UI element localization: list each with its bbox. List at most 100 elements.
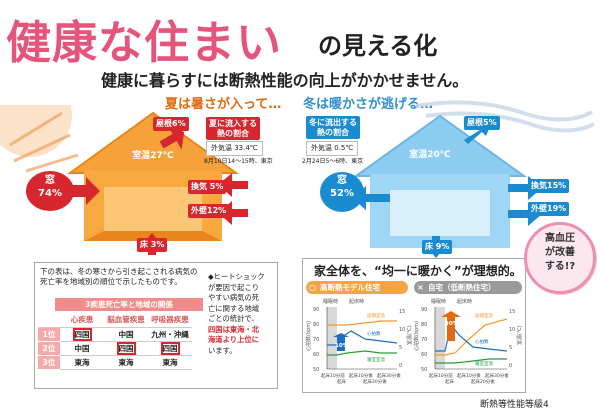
summer-window-percent: 74%: [38, 188, 62, 199]
col-heart-disease: 心疾患: [60, 313, 104, 328]
phase-label: 睡眠時: [323, 298, 338, 305]
page-title-suffix: の見える化: [318, 32, 438, 60]
bad-house-pill: × 自宅（低断熱住宅）: [414, 281, 522, 294]
circle-mark-icon: ○: [309, 283, 316, 292]
col-respiratory: 呼吸器疾患: [148, 313, 192, 328]
summer-outdoor-value: 外気温 33.4℃: [211, 144, 258, 152]
winter-window-percent: 52%: [330, 188, 354, 199]
winter-window-label: 窓: [337, 175, 347, 186]
rank-cell: 2位: [38, 341, 60, 356]
bad-house-label: 自宅（低断熱住宅）: [428, 283, 496, 292]
comparison-heading: 家全体を、“均一に暖かく”が理想的。: [314, 264, 522, 278]
heatshock-note: ◆ヒートショック が要因で起こり やすい病気の死 亡に関する地域 ごとの統計で、…: [208, 272, 278, 357]
phase-label: 睡眠時: [431, 298, 446, 305]
x-tick: 起床10分後: [349, 372, 373, 379]
winter-window-badge: [320, 172, 364, 212]
winter-vent-percent: 換気15%: [528, 179, 570, 193]
summer-roof-percent: 屋根6%: [153, 117, 189, 131]
x-tick: 起床20分後: [363, 378, 387, 385]
r-axis-label: 室温(℃): [516, 325, 523, 345]
summer-vent-percent: 換気 5%: [188, 180, 227, 194]
r-axis-label: 室温(℃): [406, 325, 413, 345]
y-tick: 50: [313, 367, 319, 373]
page-title: 健康な住まい: [6, 16, 283, 69]
y-tick: 70: [313, 337, 319, 343]
r-tick: 15: [509, 309, 515, 315]
cross-mark-icon: ×: [417, 283, 424, 292]
table-cell: 中国: [60, 341, 104, 356]
y-tick: 80: [421, 322, 427, 328]
legend-item: 居間室温: [367, 312, 385, 319]
winter-flow-label-line1: 冬に流出する: [309, 118, 357, 127]
x-tick: 起床30分後: [485, 372, 509, 379]
y-tick: 60: [313, 352, 319, 358]
r-tick: 0: [509, 363, 512, 369]
col-cerebrovascular: 脳血管疾患: [104, 313, 148, 328]
living-temp-line: [435, 318, 508, 356]
winter-date: 2月24日5～6時、東京: [302, 158, 364, 165]
y-tick: 50: [421, 367, 427, 373]
bp-line: 高血圧: [545, 233, 575, 244]
sleep-band: [327, 307, 337, 369]
sleep-band: [435, 307, 445, 369]
x-tick: 起床10分前: [429, 372, 453, 379]
x-tick: 起床20分後: [471, 378, 495, 385]
x-tick: 起床: [337, 378, 346, 385]
rise-arrow-icon: [333, 333, 349, 351]
ranking-table: 心疾患 脳血管疾患 呼吸器疾患 1位 四国 中国 九州・沖縄 2位 中国 四国 …: [38, 313, 192, 370]
winter-flow-label-line2: 熱の割合: [317, 127, 349, 137]
rank-cell: 1位: [38, 327, 60, 342]
table-row: 1位 四国 中国 九州・沖縄: [38, 327, 192, 342]
y-tick: 80: [313, 322, 319, 328]
good-house-pill: ○ 高断熱モデル住宅: [306, 281, 408, 294]
bp-line: する!?: [544, 261, 576, 272]
good-house-label: 高断熱モデル住宅: [320, 283, 380, 292]
heatshock-line: が要因で起こり: [208, 282, 260, 292]
phase-label: 起床時: [457, 298, 472, 305]
table-cell: 東海: [148, 355, 192, 370]
y-tick: 90: [313, 307, 319, 313]
table-cell: 東海: [60, 355, 104, 370]
ranking-table-title: 3疾患死亡率と地域の関係: [55, 298, 203, 311]
y-tick: 60: [421, 352, 427, 358]
good-house-chart: 睡眠時 起床時 90 80 70 60 50 15 10 5 0 心拍数(bpm…: [305, 298, 413, 385]
summer-heading: 夏は暑さが入って…: [165, 97, 282, 112]
x-tick: 起床10分後: [457, 372, 481, 379]
heatshock-line: やすい病気の死: [208, 293, 260, 303]
legend-item: 寝室室温: [367, 356, 385, 363]
summer-outdoor-temp: 外気温 33.4℃: [206, 141, 263, 157]
winter-room: [390, 190, 490, 236]
summer-flow-label-line2: 熱の割合: [217, 128, 249, 138]
summer-house-illustration: [0, 105, 248, 255]
legend-item: 心拍数: [475, 338, 489, 345]
summer-room-temp: 室温27℃: [132, 151, 174, 161]
r-tick: 15: [399, 309, 405, 315]
phase-label: 起床時: [349, 298, 364, 305]
r-tick: 5: [399, 345, 402, 351]
rise-callout: 30% 上昇: [445, 319, 472, 327]
rank-cell: 3位: [38, 355, 60, 370]
winter-roof-percent: 屋根5%: [464, 116, 500, 130]
r-tick: 0: [399, 363, 402, 369]
winter-flow-label: 冬に流出する 熱の割合: [306, 116, 360, 140]
table-cell: 中国: [104, 327, 148, 342]
winter-wall-percent: 外壁19%: [528, 202, 570, 216]
heatshock-line: 亡に関する地域: [208, 303, 260, 313]
legend-item: 居間室温: [475, 312, 493, 319]
bedroom-temp-line: [435, 358, 507, 364]
table-cell: 四国: [72, 327, 92, 341]
ranking-intro-line2: 死亡率を地域別の順位で示したものです。: [40, 277, 182, 287]
ranking-corner-cell: [38, 313, 60, 328]
r-tick: 10: [399, 327, 405, 333]
living-temp-line: [327, 320, 397, 326]
bp-line: が改善: [545, 247, 575, 258]
legend-item: 寝室室温: [475, 360, 493, 367]
ranking-intro-line1: 下の表は、冬の寒さから引き起こされる病気の: [40, 267, 198, 276]
table-cell: 四国: [116, 341, 136, 355]
summer-room: [104, 187, 202, 231]
blood-pressure-bubble: [524, 222, 596, 294]
summer-flow-label: 夏に流入する 熱の割合: [206, 117, 260, 141]
y-axis-label: 心拍数(bpm): [305, 321, 312, 351]
x-tick: 起床: [445, 378, 454, 385]
y-tick: 90: [421, 307, 427, 313]
